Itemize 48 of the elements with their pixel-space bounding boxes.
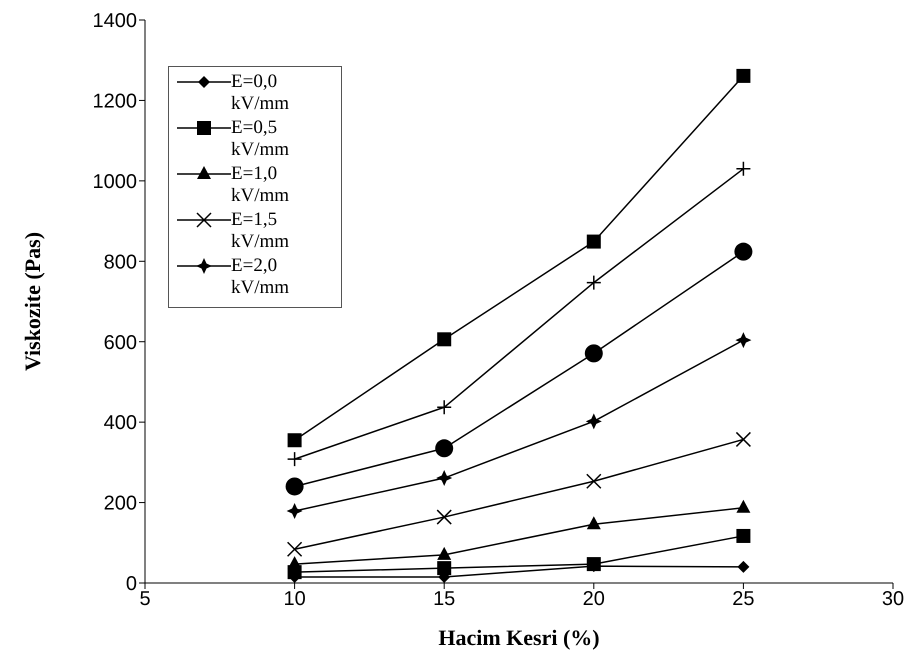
point: [736, 500, 750, 513]
x-axis-title: Hacim Kesri (%): [438, 625, 600, 650]
y-tick-label: 600: [104, 332, 137, 354]
x-tick-label: 30: [882, 588, 904, 610]
y-tick-label: 0: [126, 573, 137, 596]
point: [288, 433, 302, 448]
y-tick-label: 400: [104, 412, 137, 434]
x-tick-label: 20: [582, 588, 605, 610]
y-tick-label: 200: [104, 492, 137, 515]
point: [436, 509, 452, 525]
point: [736, 161, 752, 177]
point: [734, 242, 752, 261]
point: [437, 546, 452, 560]
point: [286, 503, 303, 520]
x-tick-label: 5: [139, 588, 151, 610]
point: [586, 474, 602, 490]
legend-label: E=2,0 kV/mm: [231, 255, 290, 299]
point: [736, 432, 752, 448]
point: [436, 470, 452, 486]
x-tick-label: 25: [732, 588, 755, 610]
point: [286, 477, 304, 496]
point: [586, 557, 601, 572]
point: [737, 560, 750, 573]
legend-label: E=1,5 kV/mm: [231, 209, 290, 253]
point: [437, 561, 452, 576]
point: [286, 451, 302, 467]
point: [586, 516, 601, 530]
y-tick-label: 1000: [92, 170, 137, 193]
legend-label: E=0,5 kV/mm: [231, 117, 290, 161]
point: [584, 344, 603, 362]
point: [286, 541, 302, 557]
y-tick-label: 1400: [92, 10, 137, 32]
x-tick-label: 15: [433, 588, 456, 610]
y-axis-title: Viskozite (Pas): [20, 232, 45, 372]
legend-label: E=1,0 kV/mm: [231, 163, 290, 207]
point: [736, 68, 750, 83]
point: [288, 556, 302, 570]
y-tick-label: 800: [104, 251, 137, 274]
point: [437, 332, 452, 346]
point: [736, 528, 750, 543]
point: [586, 274, 602, 290]
y-tick-label: 1200: [92, 90, 137, 113]
point: [586, 234, 601, 249]
x-tick-label: 10: [283, 588, 306, 610]
point: [435, 439, 454, 458]
point: [735, 332, 752, 348]
legend-label: E=0,0 kV/mm: [231, 71, 290, 115]
point: [586, 413, 602, 430]
